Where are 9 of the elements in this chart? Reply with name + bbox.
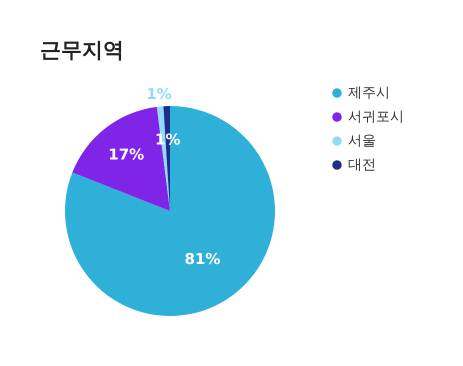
data-label: 1% <box>146 84 172 103</box>
legend-label: 제주시 <box>348 85 390 101</box>
data-label: 81% <box>184 250 220 268</box>
data-label: 17% <box>108 146 144 164</box>
legend-label: 대전 <box>348 157 376 173</box>
legend-label: 서울 <box>348 133 376 149</box>
pie-slice <box>65 106 275 316</box>
legend-label: 서귀포시 <box>348 109 404 125</box>
chart-title: 근무지역 <box>40 38 124 62</box>
